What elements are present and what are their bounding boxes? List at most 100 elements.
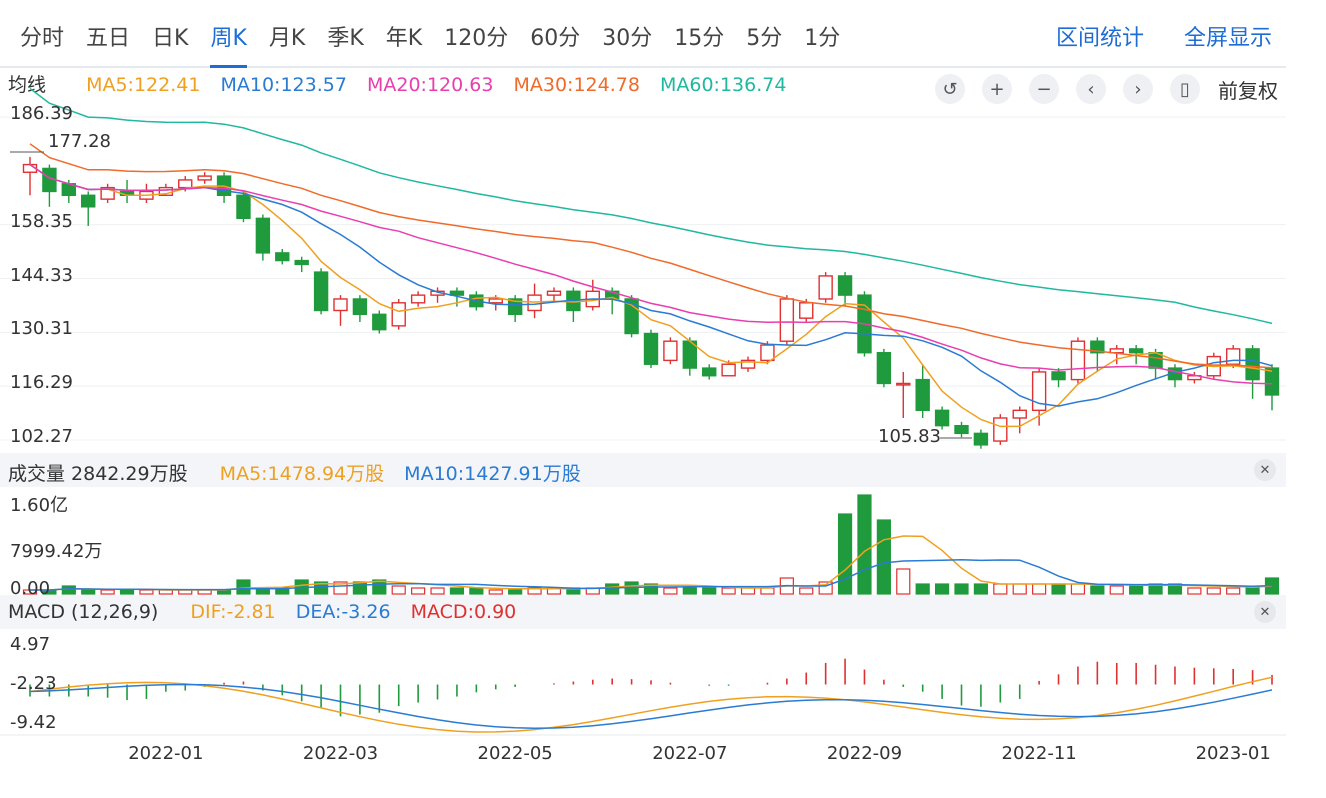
- ma30-label: MA30:124.78: [513, 74, 640, 96]
- volume-bar-50: [993, 583, 1008, 595]
- candle-body-20: [410, 294, 426, 304]
- candle-body-36: [721, 363, 736, 377]
- candle-body-16: [333, 298, 348, 312]
- tab-2[interactable]: 日K: [152, 26, 189, 51]
- chevron-left-icon[interactable]: ‹: [1076, 74, 1106, 104]
- volume-bar-20: [411, 587, 426, 595]
- volume-bar-52: [1032, 583, 1047, 595]
- candle-body-24: [488, 298, 503, 304]
- dif-line: [29, 676, 1273, 733]
- volume-bar-56: [1109, 585, 1124, 595]
- volume-tick-2: 0.00: [10, 578, 51, 599]
- tab-4[interactable]: 月K: [268, 26, 306, 51]
- volume-bar-40: [799, 587, 814, 595]
- undo-icon[interactable]: ↺: [935, 74, 965, 104]
- volume-bar-36: [721, 587, 736, 595]
- vol-ma10-label: MA10:1427.91万股: [404, 463, 581, 485]
- volume-bar-45: [896, 568, 911, 595]
- minus-icon[interactable]: −: [1029, 74, 1059, 104]
- volume-tick-0: 1.60亿: [10, 495, 69, 516]
- price-tick-3: 130.31: [10, 318, 73, 340]
- candle-body-47: [934, 409, 950, 427]
- candle-body-45: [896, 382, 911, 386]
- close-macd-icon[interactable]: ✕: [1254, 601, 1276, 623]
- candle-body-39: [779, 298, 795, 342]
- volume-bar-48: [954, 583, 969, 595]
- volume-bar-23: [469, 587, 484, 595]
- volume-bar-21: [430, 587, 445, 595]
- volume-bar-15: [313, 581, 329, 595]
- x-tick-5: 2022-11: [1001, 743, 1077, 764]
- right-tab-0[interactable]: 区间统计: [1055, 26, 1144, 51]
- period-tabs: 分时 五日 日K 周K 月K 季K 年K 120分 60分 30分 15分 5分 1分 区间统计 全屏显示: [0, 0, 1286, 68]
- candle-body-48: [954, 424, 969, 435]
- volume-bar-6: [139, 589, 154, 595]
- dif-label: DIF:-2.81: [190, 601, 276, 623]
- volume-ma5-line: [30, 535, 1273, 591]
- volume-bar-44: [876, 519, 891, 595]
- candle-body-33: [663, 340, 678, 362]
- tab-8[interactable]: 60分: [530, 26, 581, 51]
- candle-body-57: [1128, 348, 1144, 354]
- adjust-mode-button[interactable]: 前复权: [1218, 78, 1278, 103]
- x-tick-1: 2022-03: [302, 743, 379, 764]
- candle-body-51: [1012, 409, 1027, 419]
- volume-bar-49: [973, 583, 989, 595]
- low-annotation: 105.83: [878, 426, 941, 447]
- candle-body-22: [449, 290, 465, 296]
- candle-body-42: [837, 275, 853, 296]
- candle-body-44: [876, 352, 892, 385]
- tab-11[interactable]: 5分: [746, 26, 783, 51]
- volume-bar-47: [934, 583, 950, 595]
- candle-body-38: [760, 344, 775, 362]
- high-annotation: 177.28: [48, 131, 111, 152]
- candle-body-52: [1031, 371, 1047, 412]
- candle-body-15: [313, 271, 329, 312]
- candle-body-63: [1245, 348, 1260, 381]
- chart-toolbar: ↺ + − ‹ › ▯ 前复权: [918, 74, 1278, 104]
- tab-0[interactable]: 分时: [20, 26, 65, 51]
- dea-line: [29, 683, 1273, 729]
- price-ma-legend: 均线 MA5:122.41 MA10:123.57 MA20:120.63 MA…: [8, 70, 800, 97]
- candle-body-53: [1051, 371, 1066, 381]
- chevron-right-icon[interactable]: ›: [1123, 74, 1153, 104]
- candle-body-49: [973, 432, 989, 446]
- volume-bar-25: [508, 589, 523, 595]
- price-tick-2: 144.33: [10, 264, 73, 286]
- ma20-label: MA20:120.63: [366, 74, 494, 96]
- tab-1[interactable]: 五日: [86, 26, 131, 51]
- price-tick-5: 102.27: [10, 426, 73, 447]
- volume-bar-61: [1206, 587, 1221, 595]
- candle-body-4: [100, 186, 115, 200]
- tab-3[interactable]: 周K: [210, 20, 248, 68]
- tab-10[interactable]: 15分: [674, 26, 725, 51]
- volume-ma10-line: [30, 559, 1273, 591]
- tab-7[interactable]: 120分: [444, 26, 509, 51]
- price-tick-1: 158.35: [10, 210, 73, 232]
- candle-icon[interactable]: ▯: [1170, 74, 1200, 104]
- macd-legend-title: MACD (12,26,9): [8, 601, 159, 623]
- candle-body-40: [799, 302, 814, 319]
- volume-bar-43: [857, 494, 872, 595]
- volume-bar-22: [449, 587, 465, 595]
- volume-bar-54: [1070, 583, 1086, 595]
- tab-12[interactable]: 1分: [804, 26, 841, 51]
- candle-body-27: [546, 290, 562, 296]
- volume-bar-53: [1051, 583, 1066, 595]
- candle-body-41: [818, 275, 833, 300]
- volume-bar-33: [663, 587, 678, 595]
- tabs-right: 区间统计 全屏显示: [1030, 20, 1286, 66]
- close-volume-icon[interactable]: ✕: [1254, 459, 1276, 481]
- ma10-line: [29, 163, 1273, 407]
- volume-bar-24: [488, 589, 503, 595]
- right-tab-1[interactable]: 全屏显示: [1183, 26, 1272, 51]
- x-tick-6: 2023-01: [1195, 743, 1271, 764]
- ma10-label: MA10:123.57: [220, 74, 347, 96]
- tab-9[interactable]: 30分: [602, 26, 653, 51]
- ma60-line: [29, 87, 1273, 325]
- volume-tick-1: 7999.42万: [10, 541, 103, 562]
- tab-5[interactable]: 季K: [327, 26, 364, 51]
- plus-icon[interactable]: +: [982, 74, 1012, 104]
- tab-6[interactable]: 年K: [385, 26, 423, 51]
